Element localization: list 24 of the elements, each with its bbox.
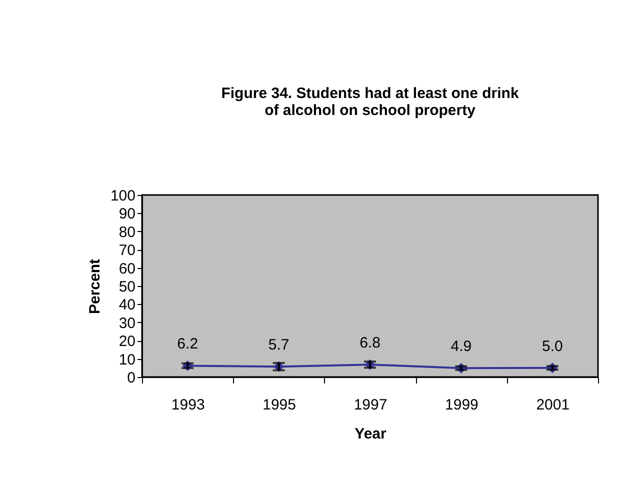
x-tick-label: 1999 (445, 396, 478, 414)
y-tick-label: 0 (127, 370, 136, 386)
y-tick-label: 50 (118, 278, 136, 296)
y-axis-title: Percent (86, 258, 104, 314)
y-tick-label: 40 (118, 296, 136, 314)
y-tick-label: 100 (110, 188, 136, 204)
y-tick-label: 30 (118, 314, 136, 332)
x-tick-label: 1995 (262, 396, 296, 414)
y-tick-label: 60 (118, 260, 136, 278)
chart-title: Figure 34. Students had at least one drink of alcohol on school property (221, 85, 520, 119)
data-label: 6.8 (360, 334, 380, 352)
y-tick-label: 70 (118, 242, 136, 260)
data-label: 4.9 (450, 338, 472, 356)
y-tick-label: 20 (118, 333, 136, 350)
data-label: 6.2 (177, 336, 198, 353)
data-label: 5.7 (268, 336, 290, 354)
y-tick-label: 90 (118, 206, 136, 223)
x-tick-label: 1997 (354, 396, 388, 414)
y-tick-label: 80 (118, 224, 136, 241)
x-axis-title: Year (354, 426, 387, 442)
x-tick-label: 1993 (171, 396, 205, 414)
x-tick-label: 2001 (536, 396, 570, 414)
data-label: 5.0 (542, 338, 563, 355)
y-tick-label: 10 (118, 351, 136, 368)
